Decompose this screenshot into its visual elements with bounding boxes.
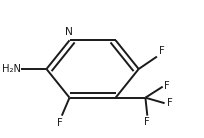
Text: H₂N: H₂N [2,64,21,74]
Text: F: F [164,81,170,91]
Text: F: F [144,117,150,127]
Text: N: N [65,27,72,37]
Text: F: F [57,118,63,128]
Text: F: F [166,98,172,108]
Text: F: F [159,46,165,56]
